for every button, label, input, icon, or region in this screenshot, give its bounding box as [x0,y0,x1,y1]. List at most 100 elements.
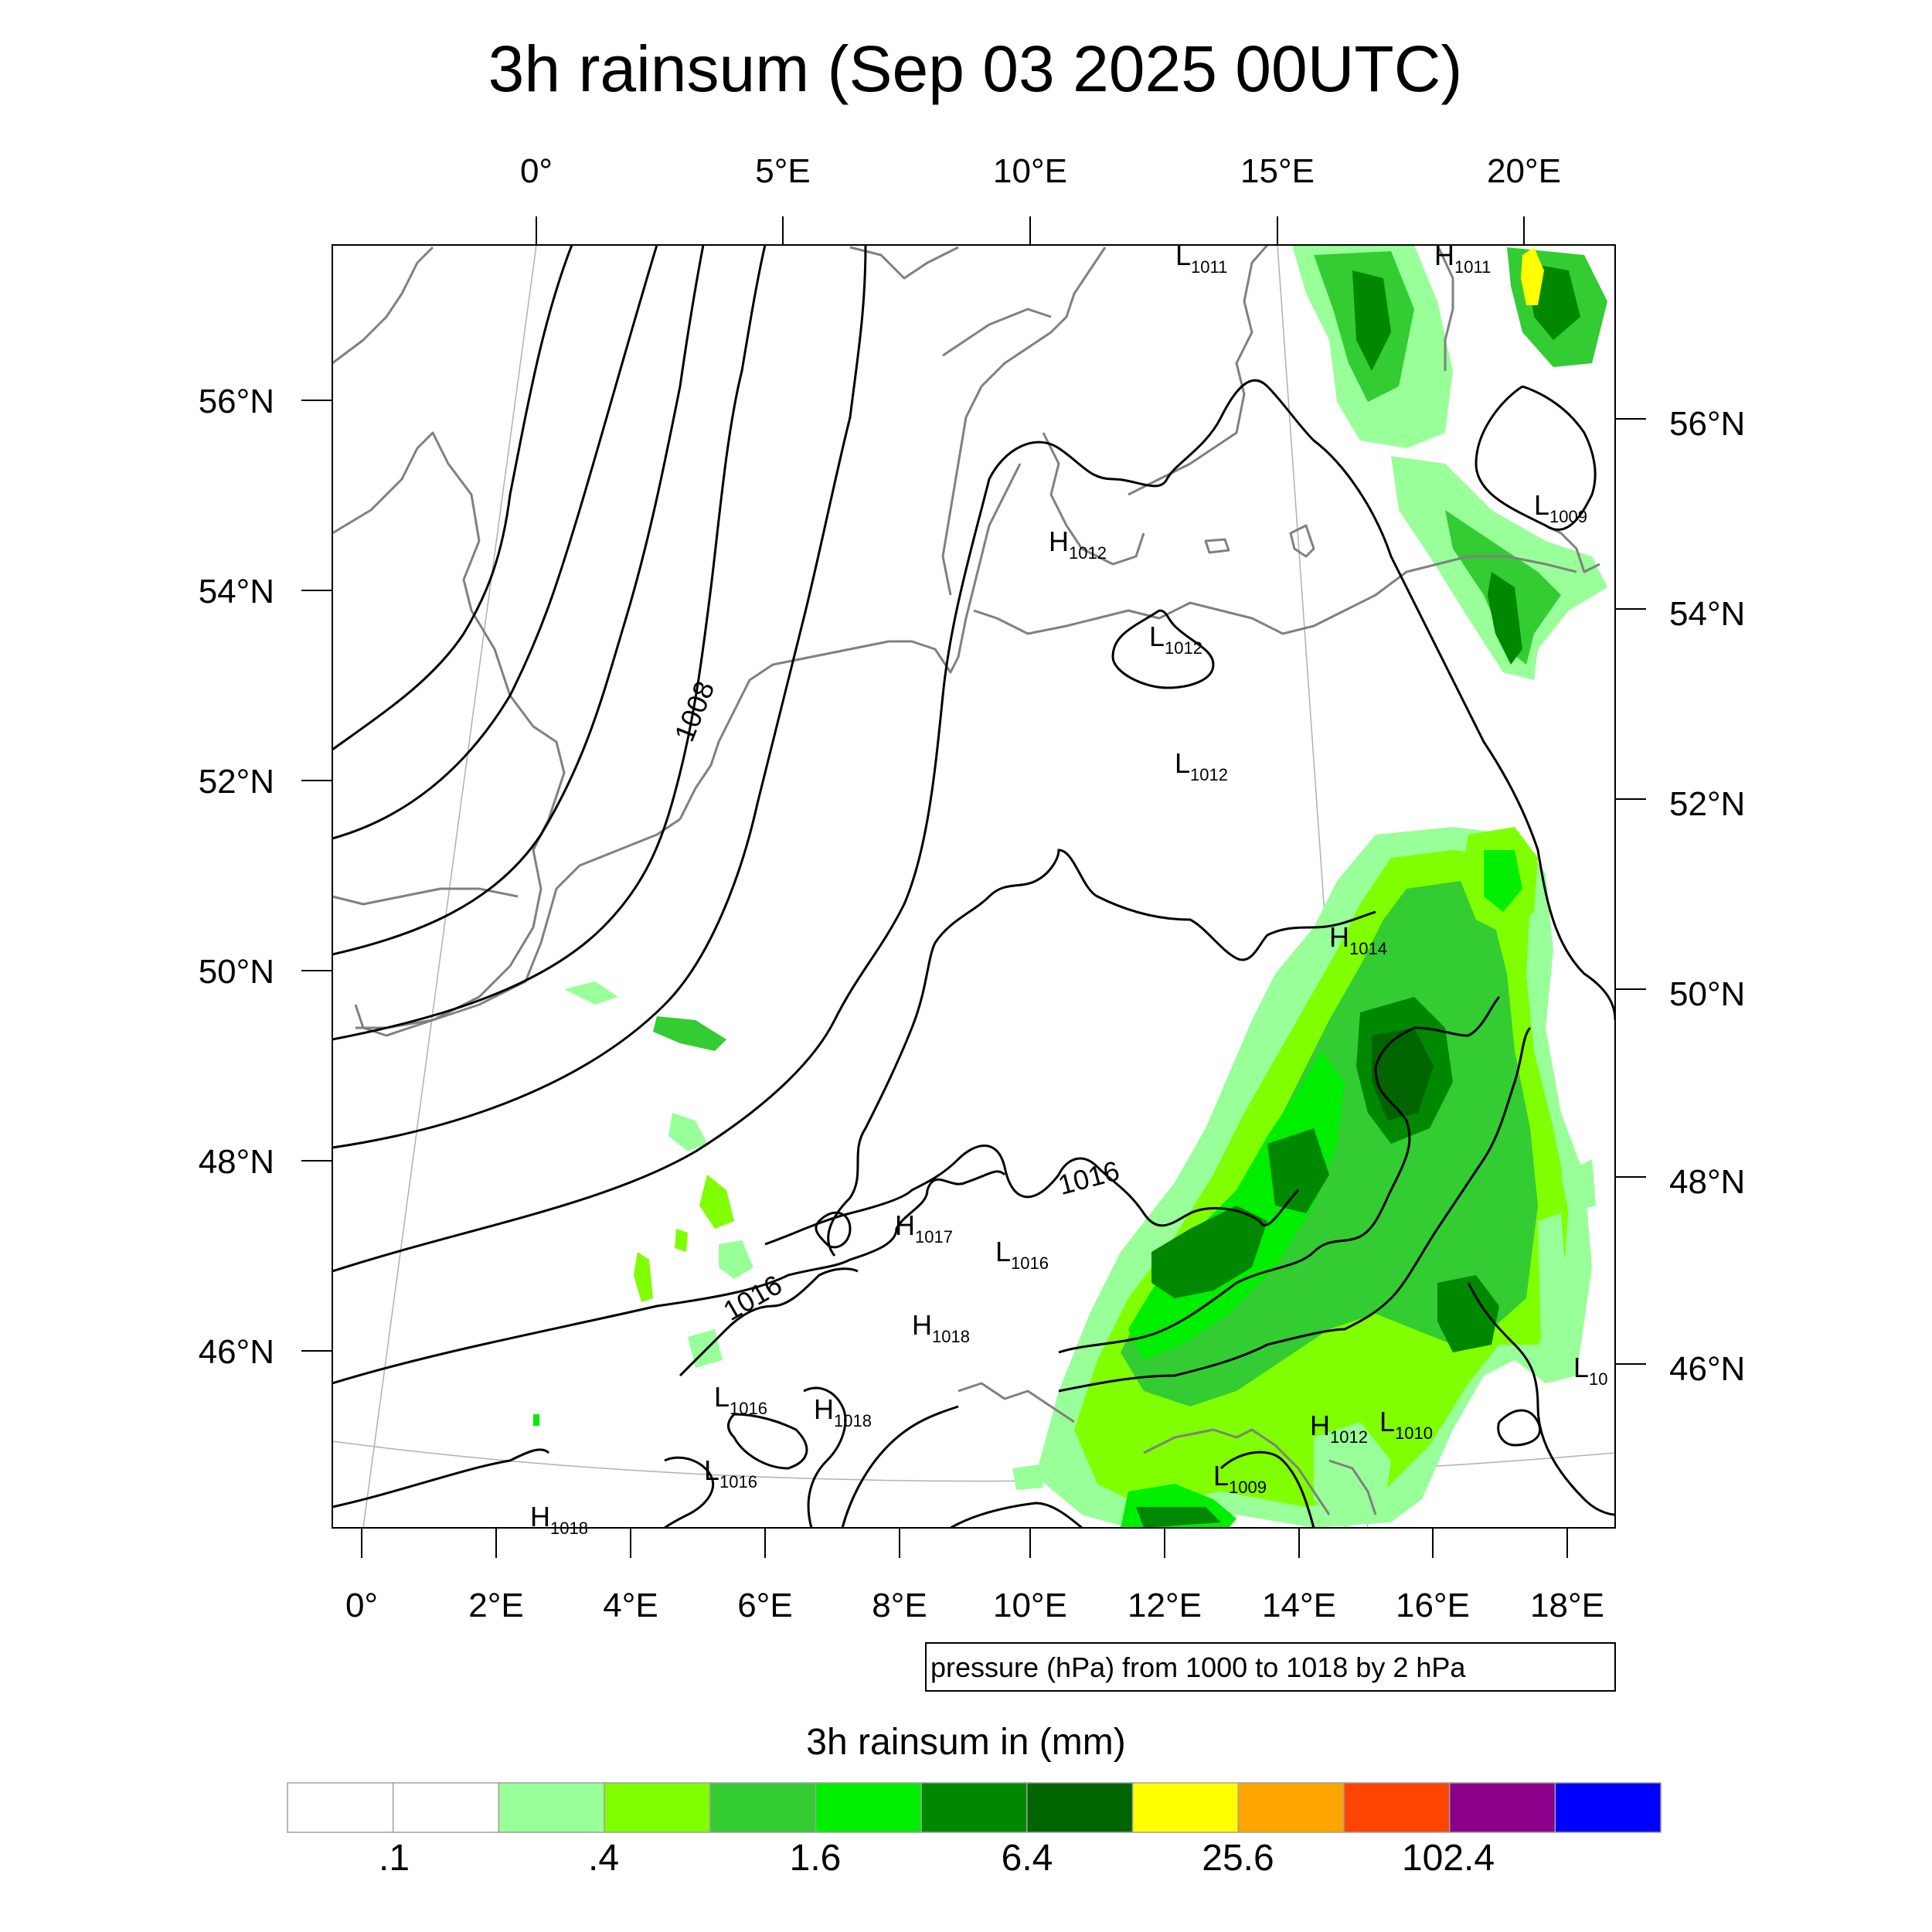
rain-area-n-italy-dark [1136,1507,1221,1528]
bottom-lon-label: 2°E [468,1587,523,1624]
isobar-1016-alps-a [815,1211,852,1249]
colorbar-box [709,1782,817,1833]
meridian-0 [362,245,537,1528]
left-lat-axis: 56°N 54°N 52°N 50°N 48°N 46°N [199,383,332,1371]
pressure-center-label: L1012 [1175,747,1228,784]
top-lon-axis: 0° 5°E 10°E 15°E 20°E [520,152,1561,245]
pressure-center-label: L1016 [995,1236,1049,1273]
bottom-lon-label: 4°E [603,1587,658,1624]
rain-area-east-edge-2 [1561,1159,1596,1213]
rain-area-west-6 [675,1229,688,1252]
isobar-1012-south [1219,1451,1315,1528]
isobar-1018-south [841,1405,959,1528]
isobar-1012b [1058,1026,1532,1393]
rain-area-poland-core [1484,850,1522,912]
right-lat-axis: 56°N 54°N 52°N 50°N 48°N 46°N [1615,405,1745,1388]
coast-bornholm [1204,538,1230,554]
coast-adriatic-north [1143,1428,1331,1515]
isobar-1016-alps-d [803,1386,847,1528]
left-lat-label: 54°N [199,573,274,611]
top-lon-label: 5°E [755,152,810,190]
rain-area-central-europe-dark2 [1151,1206,1267,1298]
coast-sweden-south [1128,245,1269,496]
coast-britain-north [332,246,434,365]
bottom-lon-label: 10°E [993,1587,1067,1624]
isobar-se-low [1497,1409,1542,1447]
colorbar-box [498,1782,605,1833]
coast-france-north [355,818,681,1029]
isobars [332,245,1615,1528]
isobar-1018-alps-b [727,1413,808,1470]
rain-area-baltic-dark [1488,572,1522,665]
rain-area-west-1 [668,1113,707,1151]
right-lat-label: 48°N [1669,1163,1745,1201]
pressure-center-label: H1018 [814,1393,872,1430]
rain-area-ne-sweden-dark [1352,270,1391,371]
rain-area-bottom-left-patch [1012,1464,1043,1490]
pressure-center-label: L1009 [1213,1460,1267,1497]
isobar-1012 [332,1170,1006,1385]
colorbar: 3h rainsum in (mm) .1 .4 1.6 6.4 25.6 10… [287,1722,1662,1879]
rain-area-west-7 [533,1414,539,1426]
right-lat-label: 52°N [1669,785,1745,823]
isobar-1010 [332,379,1615,1273]
rain-area-west-2 [699,1175,734,1229]
right-lat-label: 56°N [1669,405,1745,443]
colorbar-title: 3h rainsum in (mm) [806,1722,1125,1763]
colorbar-label: 102.4 [1402,1838,1495,1879]
pressure-center-label: H1017 [895,1209,953,1247]
colorbar-label: .4 [588,1838,619,1879]
colorbar-box [1026,1782,1134,1833]
colorbar-label: 6.4 [1002,1838,1053,1879]
pressure-center-label: L1012 [1149,621,1202,658]
pressure-center-label: H1014 [1329,921,1387,958]
coast-norway-west [942,308,1052,357]
isobar-1002 [332,245,658,840]
coast-italy-northwest [957,1382,1075,1423]
pressure-center-label: L1016 [714,1381,767,1418]
coast-gotland [1289,524,1315,558]
bottom-lon-label: 8°E [872,1587,927,1624]
bottom-lon-label: 12°E [1128,1587,1202,1624]
colorbar-boxes [287,1782,1662,1833]
left-lat-label: 48°N [199,1143,274,1181]
rain-area-east-edge [1538,1213,1569,1383]
figure-title: 3h rainsum (Sep 03 2025 00UTC) [488,32,1463,105]
coastlines [332,245,1600,1515]
colorbar-box [1237,1782,1345,1833]
colorbar-label: 25.6 [1202,1838,1274,1879]
isobar-1014-south [950,1502,1083,1528]
colorbar-box [604,1782,711,1833]
coast-britain-south [332,887,519,906]
rain-area-west-4 [719,1240,753,1279]
pressure-info-box: pressure (hPa) from 1000 to 1018 by 2 hP… [925,1642,1616,1692]
coast-low-countries [679,463,1022,820]
colorbar-label: 1.6 [790,1838,842,1879]
rain-area-central-europe-dark4 [1267,1128,1329,1213]
isobar-1010b [1467,1282,1615,1516]
top-lon-label: 20°E [1487,152,1561,190]
pressure-center-label: H1012 [1310,1410,1368,1447]
bottom-lon-label: 6°E [737,1587,792,1624]
rain-shading [533,245,1607,1528]
bottom-lon-label: 18°E [1530,1587,1604,1624]
bottom-lon-label: 14°E [1262,1587,1336,1624]
left-lat-label: 52°N [199,763,274,801]
left-lat-label: 50°N [199,953,274,991]
isobar-1000 [332,245,573,751]
top-lon-label: 0° [520,152,553,190]
colorbar-box [815,1782,922,1833]
colorbar-box [1131,1782,1240,1833]
bottom-lon-axis: 0° 2°E 4°E 6°E 8°E 10°E 12°E 14°E 16°E 1… [345,1528,1604,1624]
right-lat-label: 46°N [1669,1350,1745,1388]
coast-denmark [941,247,1107,596]
coast-croatia [1328,1459,1377,1515]
coast-britain-east [332,431,566,1037]
rain-area-north-france [653,1016,726,1051]
pressure-info-text: pressure (hPa) from 1000 to 1018 by 2 hP… [930,1651,1466,1683]
coast-germany-baltic [973,555,1577,635]
rain-area-west-3 [634,1252,653,1302]
pressure-center-label: L1009 [1534,489,1587,526]
colorbar-box [392,1782,500,1833]
